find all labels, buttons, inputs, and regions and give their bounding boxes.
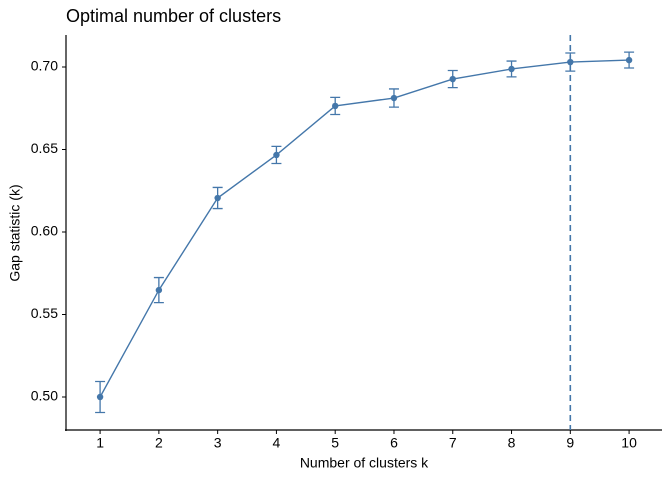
- y-tick-label: 0.50: [31, 388, 58, 404]
- x-tick-label: 3: [214, 435, 222, 451]
- x-axis-label: Number of clusters k: [300, 455, 429, 471]
- x-tick-label: 7: [449, 435, 457, 451]
- x-tick-label: 8: [508, 435, 516, 451]
- y-tick-label: 0.60: [31, 223, 58, 239]
- x-tick-label: 6: [390, 435, 398, 451]
- data-point: [155, 286, 163, 294]
- series-line: [99, 59, 630, 398]
- data-point: [567, 58, 574, 66]
- x-tick-label: 5: [331, 435, 339, 451]
- data-point: [625, 56, 633, 64]
- data-point: [214, 194, 221, 202]
- chart-title: Optimal number of clusters: [66, 6, 281, 26]
- data-point: [449, 75, 456, 83]
- y-tick-label: 0.55: [31, 305, 58, 321]
- data-point: [331, 102, 339, 110]
- x-tick-label: 2: [155, 435, 163, 451]
- x-tick-label: 1: [96, 435, 104, 451]
- data-point: [508, 65, 515, 73]
- data-point: [273, 151, 280, 159]
- y-tick-label: 0.70: [31, 58, 58, 74]
- y-axis-label: Gap statistic (k): [7, 184, 23, 281]
- x-tick-label: 10: [621, 435, 637, 451]
- x-tick-label: 9: [566, 435, 574, 451]
- data-point: [96, 393, 104, 401]
- data-point: [390, 94, 398, 102]
- x-tick-label: 4: [273, 435, 281, 451]
- y-tick-label: 0.65: [31, 140, 58, 156]
